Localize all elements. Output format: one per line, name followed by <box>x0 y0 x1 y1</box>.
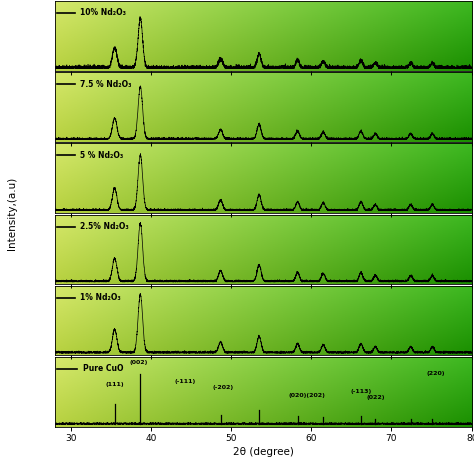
Text: (020)(202): (020)(202) <box>289 393 326 398</box>
Text: (-113): (-113) <box>350 389 372 394</box>
Text: (-202): (-202) <box>212 385 234 390</box>
Text: Pure CuO: Pure CuO <box>82 365 123 374</box>
Text: Intensity,(a.u): Intensity,(a.u) <box>7 177 17 250</box>
Text: 10% Nd₂O₃: 10% Nd₂O₃ <box>80 9 126 18</box>
Text: (-111): (-111) <box>175 379 196 383</box>
Text: (002): (002) <box>129 360 148 365</box>
Text: 7.5 % Nd₂O₃: 7.5 % Nd₂O₃ <box>80 80 132 89</box>
X-axis label: 2θ (degree): 2θ (degree) <box>233 447 293 457</box>
Text: (111): (111) <box>105 382 124 387</box>
Text: (220): (220) <box>426 371 445 375</box>
Text: 1% Nd₂O₃: 1% Nd₂O₃ <box>80 293 121 302</box>
Text: (022): (022) <box>366 395 384 401</box>
Text: 2.5% Nd₂O₃: 2.5% Nd₂O₃ <box>80 222 129 231</box>
Text: 5 % Nd₂O₃: 5 % Nd₂O₃ <box>80 151 123 160</box>
